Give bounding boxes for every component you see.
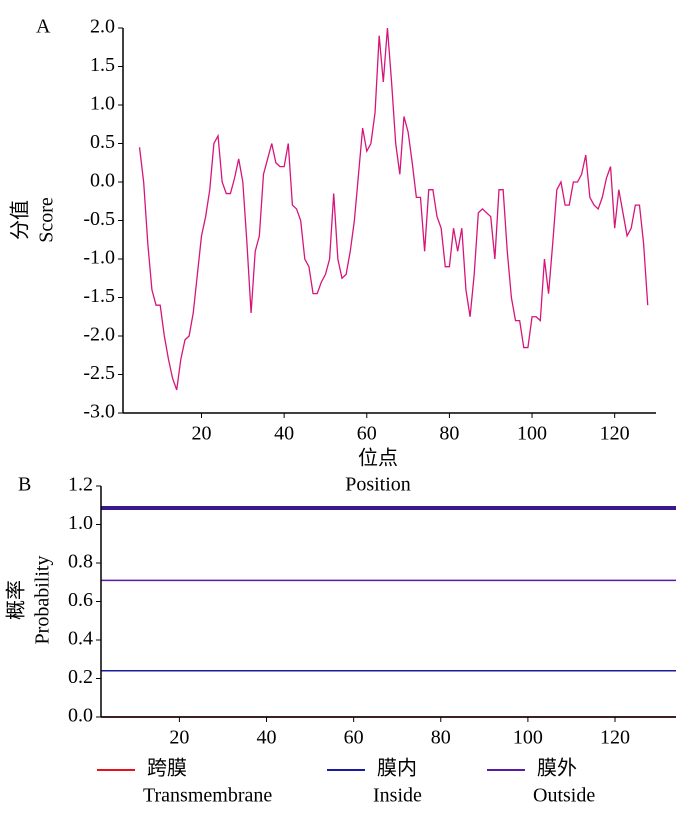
panel-label: B [18,474,31,496]
y-tick-label: -1.0 [83,247,115,269]
x-tick-label: 100 [513,727,543,749]
y-tick-label: -1.5 [83,285,115,307]
y-axis-label-en: Score [36,197,58,243]
x-tick-label: 120 [600,727,630,749]
y-tick-label: -3.0 [83,401,115,423]
legend-label: 膜内 [377,757,417,780]
legend-label: 膜外 [537,757,577,780]
x-tick-label: 40 [274,423,294,445]
y-axis-label: 概率 [5,580,28,620]
y-axis-label: 分值 [9,200,32,240]
x-tick-label: 60 [357,423,377,445]
x-tick-label: 40 [257,727,277,749]
data-line [138,27,649,391]
y-tick-label: -2.5 [83,362,115,384]
x-tick-label: 80 [431,727,451,749]
y-axis-label-en: Probability [32,556,54,645]
x-tick-label: 60 [344,727,364,749]
y-tick-label: 1.2 [68,474,93,496]
x-tick-label: 80 [439,423,459,445]
x-tick-label: 100 [517,423,547,445]
y-tick-label: -2.0 [83,324,115,346]
y-tick-label: 0.0 [90,170,115,192]
legend-label-en: Inside [373,785,422,807]
x-tick-label: 20 [192,423,212,445]
y-tick-label: 1.0 [90,93,115,115]
legend-label: 跨膜 [147,757,187,780]
x-axis-label: 位点 [358,447,398,470]
x-axis-label-en: Position [345,474,411,496]
y-tick-label: 0.2 [68,666,93,688]
y-tick-label: 0.8 [68,551,93,573]
legend-label-en: Transmembrane [143,785,272,807]
y-tick-label: 2.0 [90,16,115,38]
y-tick-label: 0.5 [90,131,115,153]
y-tick-label: 0.0 [68,705,93,727]
x-tick-label: 120 [600,423,630,445]
y-tick-label: 1.5 [90,54,115,76]
x-tick-label: 20 [169,727,189,749]
y-tick-label: 0.6 [68,589,93,611]
panel-label: A [36,16,51,38]
y-tick-label: -0.5 [83,208,115,230]
y-tick-label: 0.4 [68,628,93,650]
legend-label-en: Outside [533,785,595,807]
y-tick-label: 1.0 [68,512,93,534]
